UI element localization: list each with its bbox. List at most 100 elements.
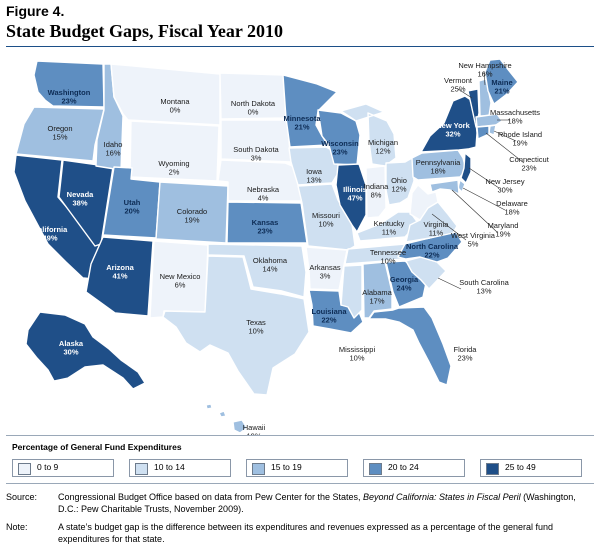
state-label-michigan: Michigan 12% xyxy=(368,138,398,156)
state-name: Alaska xyxy=(59,339,84,348)
legend-label: 15 to 19 xyxy=(271,462,302,472)
state-label-idaho: Idaho 16% xyxy=(104,140,123,158)
state-name: Ohio xyxy=(391,176,407,185)
state-label-north-dakota: North Dakota 0% xyxy=(231,99,276,117)
state-maryland xyxy=(429,179,460,195)
state-value: 8% xyxy=(371,191,382,200)
state-label-minnesota: Minnesota 21% xyxy=(283,114,321,132)
state-value: 10% xyxy=(248,327,263,336)
state-label-georgia: Georgia 24% xyxy=(390,275,419,293)
us-map: Washington 23%Oregon 15%California 49%Nevad… xyxy=(13,58,550,435)
state-maine xyxy=(484,58,519,105)
state-value: 23% xyxy=(521,164,536,173)
state-value: 12% xyxy=(391,185,406,194)
leader-line-new-jersey xyxy=(468,167,500,189)
state-label-wisconsin: Wisconsin 23% xyxy=(321,139,359,157)
legend-swatch xyxy=(252,463,265,475)
state-label-mississippi: Mississippi 10% xyxy=(339,345,376,363)
state-name: New Hampshire xyxy=(458,61,511,70)
state-nebraska xyxy=(217,159,303,202)
state-label-oregon: Oregon 15% xyxy=(47,124,72,142)
state-label-nebraska: Nebraska 4% xyxy=(247,185,280,203)
leader-line-vermont xyxy=(457,88,473,99)
state-name: Indiana xyxy=(364,182,389,191)
state-name: Illinois xyxy=(343,185,367,194)
legend-title: Percentage of General Fund Expenditures xyxy=(12,442,182,452)
state-name: Montana xyxy=(160,97,190,106)
state-label-pennsylvania: Pennsylvania 18% xyxy=(416,158,461,176)
state-label-rhode-island: Rhode Island 19% xyxy=(498,130,542,148)
state-label-wyoming: Wyoming 2% xyxy=(158,159,189,177)
state-label-hawaii: Hawaii19% xyxy=(243,423,266,435)
legend-rule xyxy=(6,435,594,436)
source-key: Source: xyxy=(6,492,38,502)
state-value: 13% xyxy=(476,287,491,296)
state-west-virginia xyxy=(409,184,439,221)
state-value: 16% xyxy=(477,70,492,79)
figure-label: Figure 4. xyxy=(6,3,65,19)
state-value: 5% xyxy=(468,240,479,249)
state-label-new-jersey: New Jersey 30% xyxy=(485,177,524,195)
state-value: 0% xyxy=(170,106,181,115)
state-label-california: California 49% xyxy=(33,225,68,243)
state-label-utah: Utah 20% xyxy=(124,198,141,216)
state-label-south-dakota: South Dakota 3% xyxy=(233,145,279,163)
state-name: Nebraska xyxy=(247,185,280,194)
legend-item: 20 to 24 xyxy=(363,459,465,477)
state-value: 25% xyxy=(450,85,465,94)
state-label-louisiana: Louisiana 22% xyxy=(311,307,347,325)
state-name: New Jersey xyxy=(485,177,524,186)
state-name: Arkansas xyxy=(309,263,341,272)
state-label-new-mexico: New Mexico 6% xyxy=(160,272,201,290)
state-massachusetts xyxy=(475,113,503,128)
legend-bottom-rule xyxy=(6,483,594,484)
state-label-connecticut: Connecticut 23% xyxy=(509,155,550,173)
legend-label: 10 to 14 xyxy=(154,462,185,472)
state-value: 18% xyxy=(430,167,445,176)
state-value: 19% xyxy=(495,230,510,239)
state-label-ohio: Ohio 12% xyxy=(391,176,407,194)
state-value: 22% xyxy=(321,316,336,325)
state-name: Oregon xyxy=(47,124,72,133)
legend-swatch xyxy=(486,463,499,475)
state-connecticut xyxy=(476,125,490,140)
state-label-missouri: Missouri 10% xyxy=(312,211,340,229)
state-california xyxy=(13,154,114,281)
state-hawaii xyxy=(205,403,248,434)
state-label-massachusetts: Massachusetts 18% xyxy=(490,108,540,126)
state-label-washington: Washington 23% xyxy=(48,88,91,106)
leader-line-west-virginia xyxy=(431,213,467,241)
state-value: 14% xyxy=(262,265,277,274)
state-name: Utah xyxy=(124,198,141,207)
legend-item: 15 to 19 xyxy=(246,459,348,477)
source-text: Congressional Budget Office based on dat… xyxy=(58,491,593,515)
leader-line-south-carolina xyxy=(437,277,462,290)
state-label-oklahoma: Oklahoma 14% xyxy=(253,256,288,274)
state-value: 22% xyxy=(424,251,439,260)
state-value: 32% xyxy=(445,130,460,139)
state-label-indiana: Indiana 8% xyxy=(364,182,389,200)
state-value: 12% xyxy=(375,147,390,156)
state-name: Rhode Island xyxy=(498,130,542,139)
state-value: 23% xyxy=(257,227,272,236)
state-iowa xyxy=(288,146,341,186)
state-name: Maine xyxy=(491,78,512,87)
source-text-after: (Washington, D.C.: Pew Charitable Trusts… xyxy=(58,492,576,514)
state-label-illinois: Illinois 47% xyxy=(343,185,367,203)
title-rule xyxy=(6,46,594,47)
source-text-before: Congressional Budget Office based on dat… xyxy=(58,492,364,502)
legend-label: 0 to 9 xyxy=(37,462,59,472)
state-alaska xyxy=(25,311,146,390)
state-value: 30% xyxy=(497,186,512,195)
legend-swatch xyxy=(369,463,382,475)
note-text: A state’s budget gap is the difference b… xyxy=(58,522,554,544)
state-label-florida: Florida 23% xyxy=(454,345,478,363)
state-name: Washington xyxy=(48,88,91,97)
state-name: North Carolina xyxy=(406,242,459,251)
state-minnesota xyxy=(282,74,338,148)
state-value: 30% xyxy=(63,348,78,357)
state-label-new-york: New York 32% xyxy=(436,121,470,139)
state-label-tennessee: Tennessee 10% xyxy=(370,248,406,266)
state-label-delaware: Delaware 18% xyxy=(496,199,528,217)
state-label-west-virginia: West Virginia 5% xyxy=(451,231,496,249)
